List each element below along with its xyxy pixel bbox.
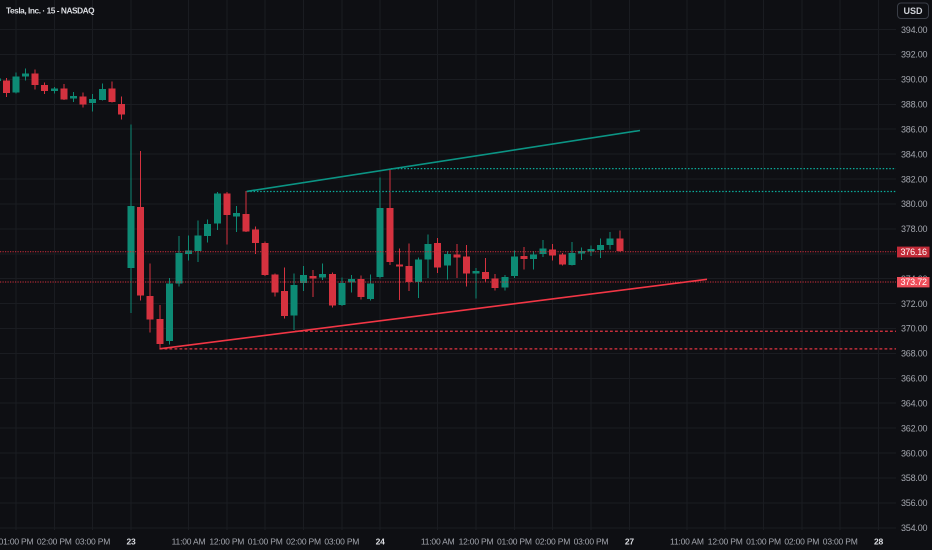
svg-text:373.72: 373.72 — [901, 277, 928, 287]
svg-text:01:00 PM: 01:00 PM — [497, 537, 532, 547]
svg-text:358.00: 358.00 — [901, 473, 928, 483]
svg-text:360.00: 360.00 — [901, 448, 928, 458]
svg-text:372.00: 372.00 — [901, 299, 928, 309]
svg-text:03:00 PM: 03:00 PM — [823, 537, 858, 547]
svg-text:02:00 PM: 02:00 PM — [37, 537, 72, 547]
svg-text:02:00 PM: 02:00 PM — [286, 537, 321, 547]
svg-text:11:00 AM: 11:00 AM — [670, 537, 704, 547]
svg-text:01:00 PM: 01:00 PM — [746, 537, 781, 547]
svg-text:02:00 PM: 02:00 PM — [535, 537, 570, 547]
svg-text:24: 24 — [376, 537, 386, 547]
svg-text:368.00: 368.00 — [901, 349, 928, 359]
svg-text:364.00: 364.00 — [901, 398, 928, 408]
svg-text:366.00: 366.00 — [901, 374, 928, 384]
svg-text:12:00 PM: 12:00 PM — [459, 537, 494, 547]
svg-text:11:00 AM: 11:00 AM — [421, 537, 455, 547]
svg-text:392.00: 392.00 — [901, 50, 928, 60]
svg-text:376.16: 376.16 — [901, 247, 928, 257]
svg-text:382.00: 382.00 — [901, 174, 928, 184]
svg-text:02:00 PM: 02:00 PM — [784, 537, 819, 547]
svg-text:384.00: 384.00 — [901, 149, 928, 159]
svg-text:394.00: 394.00 — [901, 25, 928, 35]
svg-text:01:00 PM: 01:00 PM — [0, 537, 34, 547]
svg-text:378.00: 378.00 — [901, 224, 928, 234]
svg-text:03:00 PM: 03:00 PM — [574, 537, 609, 547]
svg-text:12:00 PM: 12:00 PM — [209, 537, 244, 547]
svg-text:27: 27 — [625, 537, 635, 547]
svg-text:03:00 PM: 03:00 PM — [75, 537, 110, 547]
svg-text:03:00 PM: 03:00 PM — [324, 537, 359, 547]
svg-text:01:00 PM: 01:00 PM — [248, 537, 283, 547]
svg-text:12:00 PM: 12:00 PM — [708, 537, 743, 547]
svg-text:362.00: 362.00 — [901, 423, 928, 433]
svg-text:388.00: 388.00 — [901, 100, 928, 110]
svg-text:380.00: 380.00 — [901, 199, 928, 209]
svg-text:28: 28 — [874, 537, 884, 547]
svg-text:370.00: 370.00 — [901, 324, 928, 334]
svg-text:Tesla, Inc. · 15 - NASDAQ: Tesla, Inc. · 15 - NASDAQ — [6, 6, 95, 16]
svg-text:23: 23 — [126, 537, 136, 547]
svg-text:354.00: 354.00 — [901, 523, 928, 533]
svg-text:11:00 AM: 11:00 AM — [172, 537, 206, 547]
svg-text:USD: USD — [903, 6, 923, 16]
svg-text:356.00: 356.00 — [901, 498, 928, 508]
svg-text:390.00: 390.00 — [901, 75, 928, 85]
svg-text:386.00: 386.00 — [901, 124, 928, 134]
